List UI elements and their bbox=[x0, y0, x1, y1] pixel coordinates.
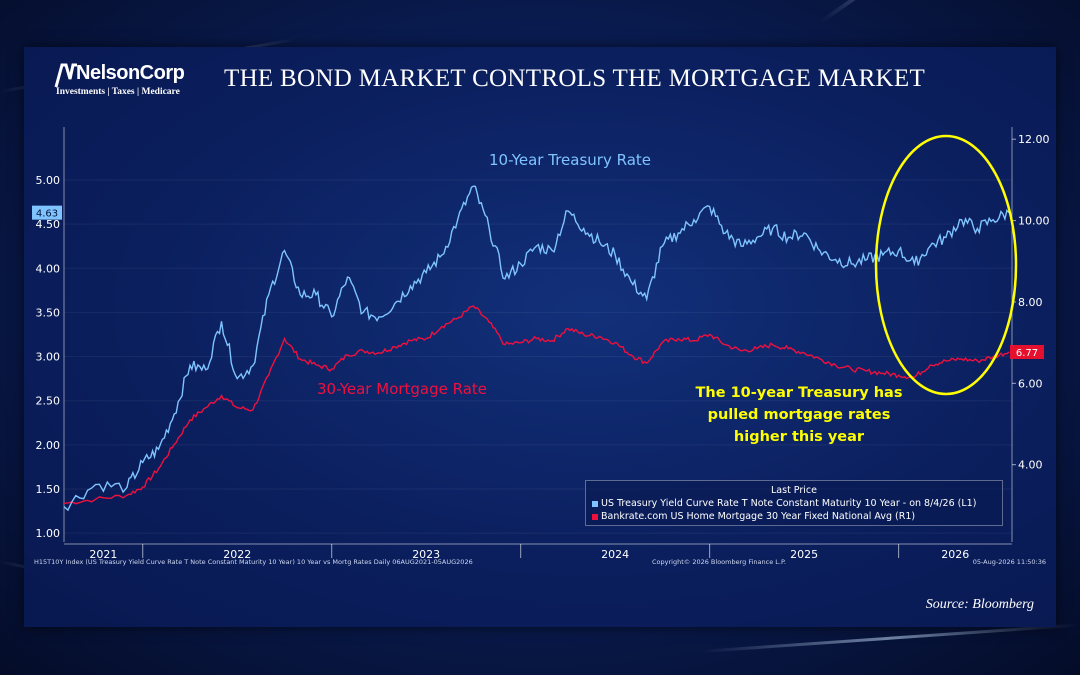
legend-title: Last Price bbox=[771, 485, 817, 496]
y-left-tick-label: 3.50 bbox=[36, 306, 61, 319]
annotation-line: pulled mortgage rates bbox=[708, 407, 891, 423]
y-left-tick-label: 1.00 bbox=[36, 527, 61, 540]
legend: Last Price US Treasury Yield Curve Rate … bbox=[585, 480, 1003, 526]
chart-title: THE BOND MARKET CONTROLS THE MORTGAGE MA… bbox=[224, 65, 926, 92]
legend-item-mortgage: Bankrate.com US Home Mortgage 30 Year Fi… bbox=[592, 511, 1002, 522]
y-left-tick-label: 5.00 bbox=[36, 174, 61, 187]
y-left-tick-label: 3.00 bbox=[36, 351, 61, 364]
legend-label: Bankrate.com US Home Mortgage 30 Year Fi… bbox=[601, 511, 916, 522]
legend-item-treasury: US Treasury Yield Curve Rate T Note Cons… bbox=[592, 498, 1002, 509]
x-tick-label: 2023 bbox=[412, 548, 440, 561]
series-label-mortgage: 30-Year Mortgage Rate bbox=[317, 380, 487, 398]
x-tick-label: 2024 bbox=[601, 548, 629, 561]
series-label-treasury: 10-Year Treasury Rate bbox=[489, 151, 651, 169]
x-tick-label: 2026 bbox=[941, 548, 969, 561]
legend-label: US Treasury Yield Curve Rate T Note Cons… bbox=[601, 498, 977, 509]
y-left-tick-label: 4.50 bbox=[36, 218, 61, 231]
legend-swatch bbox=[592, 513, 598, 520]
y-left-tick-label: 1.50 bbox=[36, 483, 61, 496]
logo-n-icon bbox=[54, 63, 77, 88]
y-left-tick-label: 2.50 bbox=[36, 395, 61, 408]
last-price-flag-mortgage bbox=[1010, 344, 1044, 359]
y-left-tick-label: 2.00 bbox=[36, 439, 61, 452]
series-line-mortgage bbox=[63, 305, 1010, 505]
y-right-tick-label: 6.00 bbox=[1018, 377, 1043, 390]
last-price-mortgage: 6.77 bbox=[1016, 348, 1038, 359]
x-tick-label: 2022 bbox=[223, 548, 251, 561]
series-line-treasury bbox=[63, 185, 1010, 512]
company-logo: NelsonCorp Investments | Taxes | Medicar… bbox=[54, 61, 214, 101]
annotation-line: The 10-year Treasury has bbox=[696, 385, 903, 401]
highlight-circle bbox=[874, 134, 1018, 396]
y-right-tick-label: 12.00 bbox=[1018, 133, 1050, 146]
y-left-tick-label: 4.00 bbox=[36, 262, 61, 275]
legend-swatch bbox=[592, 500, 598, 507]
chart-panel: NelsonCorp Investments | Taxes | Medicar… bbox=[24, 47, 1056, 627]
last-price-flag-treasury bbox=[32, 205, 62, 220]
x-tick-label: 2021 bbox=[89, 548, 117, 561]
logo-tagline: Investments | Taxes | Medicare bbox=[56, 87, 180, 97]
source-note: Source: Bloomberg bbox=[925, 597, 1034, 612]
line-chart: 1.00 1.50 2.00 2.50 3.00 3.50 4.00 4.50 5.00 4.00… bbox=[32, 127, 1050, 566]
index-note: H15T10Y Index (US Treasury Yield Curve R… bbox=[34, 558, 473, 566]
y-right-tick-label: 4.00 bbox=[1018, 459, 1043, 472]
x-tick-label: 2025 bbox=[790, 548, 818, 561]
last-price-treasury: 4.63 bbox=[36, 209, 58, 220]
timestamp-note: 05-Aug-2026 11:50:36 bbox=[973, 558, 1046, 566]
annotation-line: higher this year bbox=[734, 429, 865, 445]
y-right-tick-label: 10.00 bbox=[1018, 215, 1050, 228]
logo-name: NelsonCorp bbox=[76, 62, 185, 84]
y-right-tick-label: 8.00 bbox=[1018, 296, 1043, 309]
copyright-note: Copyright© 2026 Bloomberg Finance L.P. bbox=[652, 558, 786, 566]
